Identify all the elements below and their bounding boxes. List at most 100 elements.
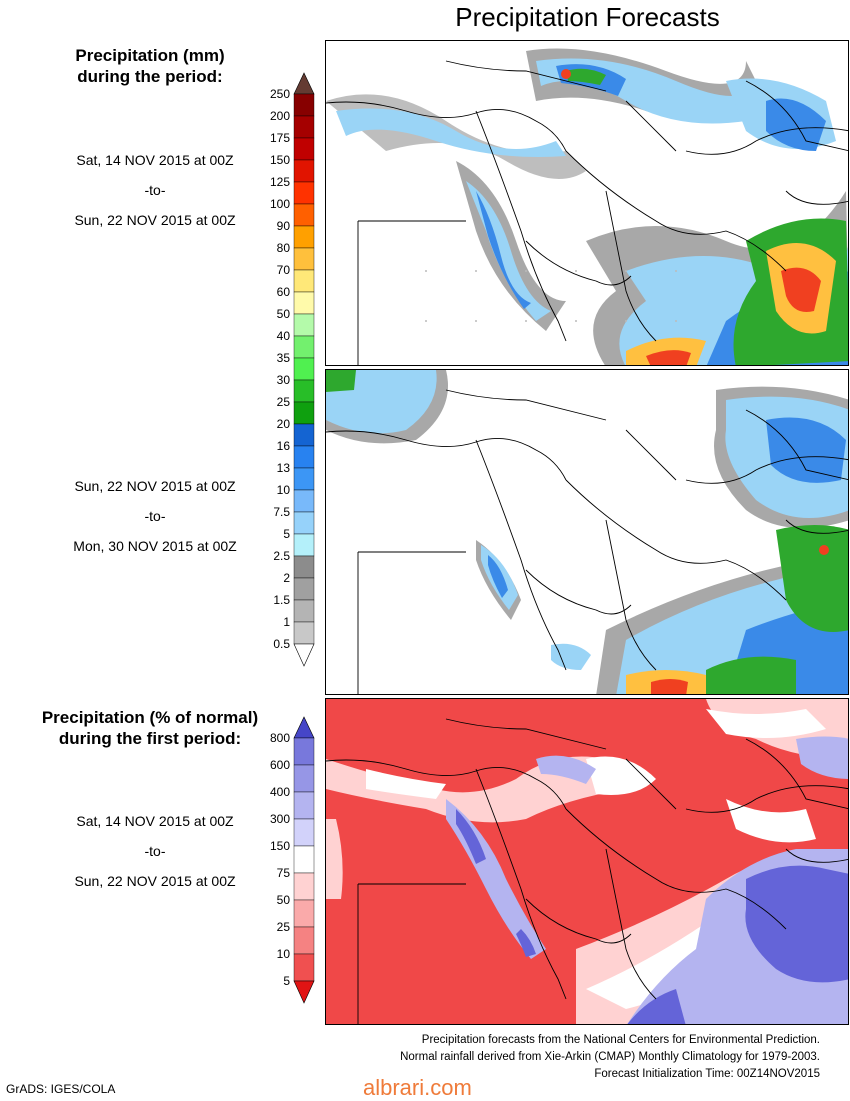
footer-line3: Forecast Initialization Time: 00Z14NOV20… [594, 1068, 820, 1080]
precip-colorbar-swatch [293, 423, 315, 447]
precip-colorbar-swatch [293, 93, 315, 117]
anomaly-colorbar: 5 10 25 50 75 150 300 400 600 800 [270, 716, 315, 1004]
period1-end: Sun, 22 NOV 2015 at 00Z [74, 212, 236, 228]
anomaly-colorbar-swatch [293, 791, 315, 820]
precip-colorbar-swatch [293, 115, 315, 139]
anomaly-colorbar-swatch [293, 818, 315, 847]
anomaly-colorbar-swatch [293, 845, 315, 874]
anomaly-colorbar-tick-label: 10 [277, 947, 291, 961]
anomaly-colorbar-tick-label: 50 [277, 893, 291, 907]
precip-colorbar-swatch [293, 203, 315, 227]
precip-colorbar-swatch [293, 445, 315, 469]
precip-colorbar-swatch [293, 379, 315, 403]
precip-colorbar-swatch [293, 489, 315, 513]
precip-colorbar-tick-label: 150 [270, 153, 290, 167]
precip-colorbar-swatch [293, 467, 315, 491]
precip-colorbar-tick-label: 30 [277, 373, 291, 387]
anomaly-colorbar-tick-label: 600 [270, 758, 290, 772]
period3-to: -to- [144, 843, 166, 859]
period3-start: Sat, 14 NOV 2015 at 00Z [76, 813, 234, 829]
precip-colorbar-swatch [293, 137, 315, 161]
precip-colorbar-swatch [293, 181, 315, 205]
precip-colorbar-tick-label: 60 [277, 285, 291, 299]
period2-start: Sun, 22 NOV 2015 at 00Z [74, 478, 236, 494]
precip-colorbar-swatch [293, 599, 315, 623]
precip-colorbar-tick-label: 70 [277, 263, 291, 277]
precip-colorbar-tick-label: 1 [283, 615, 290, 629]
precip-colorbar-tick-label: 25 [277, 395, 291, 409]
footer-line2: Normal rainfall derived from Xie-Arkin (… [400, 1051, 820, 1063]
precip-colorbar-swatch [293, 555, 315, 579]
anomaly-colorbar-tick-label: 800 [270, 731, 290, 745]
period2-to: -to- [144, 508, 166, 524]
anomaly-colorbar-swatch [293, 872, 315, 901]
anomaly-colorbar-swatch [293, 737, 315, 766]
precip-colorbar-tick-label: 5 [283, 527, 290, 541]
precip-colorbar-tick-label: 80 [277, 241, 291, 255]
period3-end: Sun, 22 NOV 2015 at 00Z [74, 873, 236, 889]
precip-colorbar-tick-label: 35 [277, 351, 291, 365]
precip-colorbar-swatch [293, 401, 315, 425]
precip-colorbar-tick-label: 125 [270, 175, 290, 189]
period2-end: Mon, 30 NOV 2015 at 00Z [73, 538, 237, 554]
precip-colorbar-tick-label: 7.5 [273, 505, 290, 519]
precip-colorbar-tick-label: 100 [270, 197, 290, 211]
precip-heading-line2: during the period: [77, 67, 223, 86]
period1-label: Sat, 14 NOV 2015 at 00Z -to- Sun, 22 NOV… [20, 145, 290, 235]
precip-colorbar-tick-label: 50 [277, 307, 291, 321]
precip-colorbar-tick-label: 90 [277, 219, 291, 233]
precip-heading-line1: Precipitation (mm) [75, 46, 225, 65]
precip-heading: Precipitation (mm) during the period: [30, 45, 270, 87]
precip-colorbar-swatch [293, 291, 315, 315]
anomaly-colorbar-tick-label: 300 [270, 812, 290, 826]
precip-colorbar-swatch [293, 621, 315, 645]
anomaly-colorbar-tick-label: 400 [270, 785, 290, 799]
map-panel-percent-normal [325, 698, 849, 1025]
anomaly-colorbar-tick-label: 5 [283, 974, 290, 988]
precip-colorbar-tick-label: 40 [277, 329, 291, 343]
footer-notes: Precipitation forecasts from the Nationa… [400, 1032, 820, 1083]
period3-label: Sat, 14 NOV 2015 at 00Z -to- Sun, 22 NOV… [20, 806, 290, 896]
anomaly-colorbar-under-triangle [293, 980, 315, 1004]
precip-colorbar-tick-label: 250 [270, 87, 290, 101]
precip-colorbar-over-triangle [293, 72, 315, 95]
precip-colorbar-tick-label: 10 [277, 483, 291, 497]
anomaly-colorbar-swatch [293, 899, 315, 928]
anomaly-colorbar-swatch [293, 764, 315, 793]
anomaly-heading-line2: during the first period: [58, 729, 242, 748]
anomaly-colorbar-over-triangle [293, 716, 315, 739]
period1-to: -to- [144, 182, 166, 198]
precip-colorbar-swatch [293, 357, 315, 381]
precip-colorbar-tick-label: 200 [270, 109, 290, 123]
precip-colorbar-tick-label: 2 [283, 571, 290, 585]
period2-label: Sun, 22 NOV 2015 at 00Z -to- Mon, 30 NOV… [20, 471, 290, 561]
grads-credit: GrADS: IGES/COLA [6, 1082, 116, 1096]
anomaly-colorbar-tick-label: 75 [277, 866, 291, 880]
anomaly-colorbar-tick-label: 25 [277, 920, 291, 934]
precip-colorbar-tick-label: 20 [277, 417, 291, 431]
precip-colorbar-swatch [293, 533, 315, 557]
precip-colorbar-swatch [293, 159, 315, 183]
chart-title: Precipitation Forecasts [455, 2, 720, 32]
precip-colorbar-swatch [293, 247, 315, 271]
precip-colorbar-tick-label: 0.5 [273, 637, 290, 651]
precip-colorbar-swatch [293, 269, 315, 293]
precip-colorbar-swatch [293, 335, 315, 359]
anomaly-heading: Precipitation (% of normal) during the f… [30, 707, 270, 749]
precip-colorbar-tick-label: 175 [270, 131, 290, 145]
precip-colorbar-tick-label: 16 [277, 439, 291, 453]
precip-colorbar-swatch [293, 225, 315, 249]
precip-colorbar-tick-label: 1.5 [273, 593, 290, 607]
anomaly-colorbar-tick-label: 150 [270, 839, 290, 853]
precip-colorbar-under-triangle [293, 643, 315, 667]
precip-colorbar-swatch [293, 577, 315, 601]
precip-colorbar-tick-label: 13 [277, 461, 291, 475]
precip-colorbar-swatch [293, 511, 315, 535]
anomaly-colorbar-swatch [293, 953, 315, 982]
map-panel-week1 [325, 40, 849, 366]
precip-colorbar-tick-label: 2.5 [273, 549, 290, 563]
map-panel-week2 [325, 369, 849, 695]
footer-line1: Precipitation forecasts from the Nationa… [421, 1034, 820, 1046]
precip-colorbar-swatch [293, 313, 315, 337]
anomaly-colorbar-swatch [293, 926, 315, 955]
